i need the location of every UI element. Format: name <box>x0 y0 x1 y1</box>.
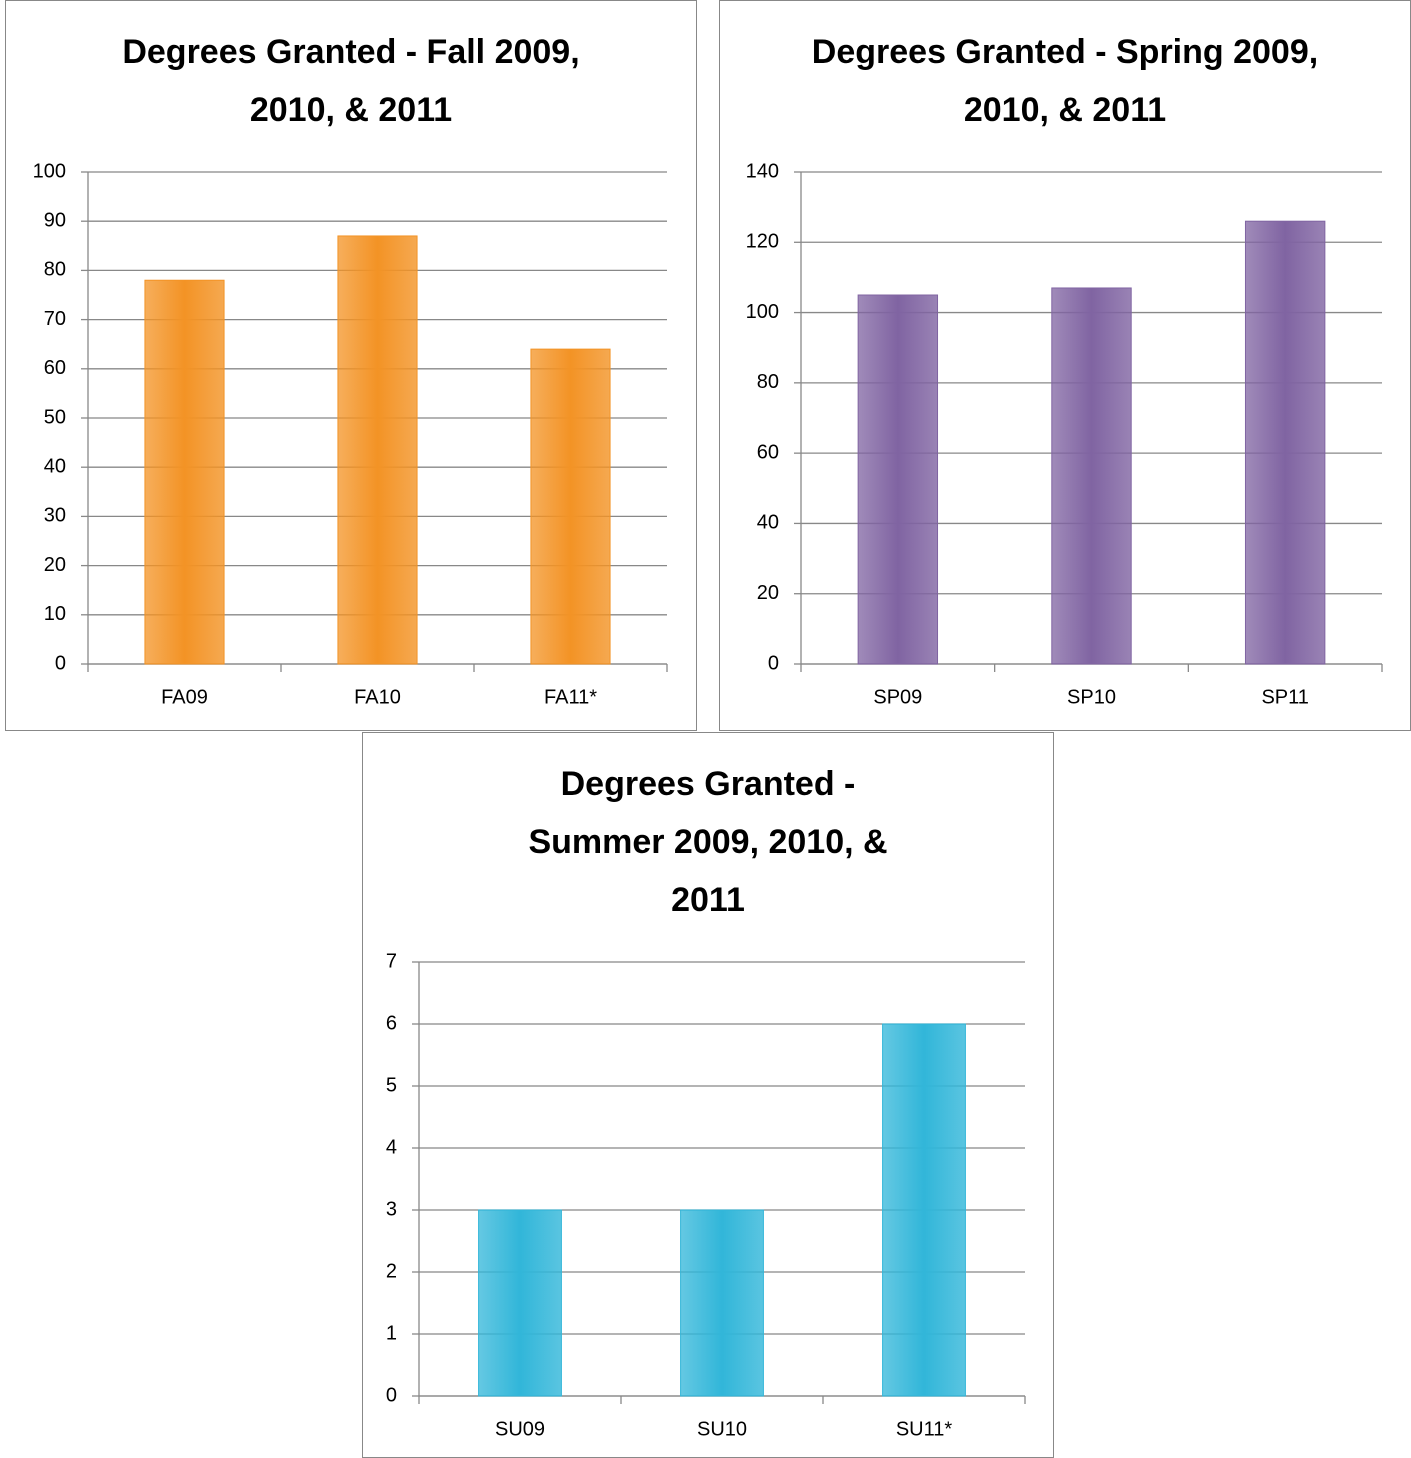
x-tick-label: SU10 <box>697 1418 747 1440</box>
x-tick-label: SU11* <box>896 1418 953 1440</box>
y-tick-label: 140 <box>746 160 779 182</box>
y-tick-label: 10 <box>44 603 66 625</box>
bar <box>680 1209 764 1397</box>
x-tick-label: SP11 <box>1261 686 1308 708</box>
y-tick-label: 30 <box>44 505 66 527</box>
y-tick-label: 6 <box>386 1012 397 1034</box>
y-tick-label: 40 <box>757 512 779 534</box>
chart-panel: Degrees Granted - Fall 2009, 2010, & 201… <box>5 0 697 731</box>
bar <box>1051 287 1132 665</box>
bar <box>857 294 939 665</box>
x-tick-label: FA10 <box>354 686 401 708</box>
y-tick-label: 20 <box>44 554 66 576</box>
y-tick-label: 50 <box>44 406 66 428</box>
chart-title: Degrees Granted - Summer 2009, 2010, & 2… <box>528 765 888 919</box>
x-tick-label: FA09 <box>161 686 208 708</box>
y-tick-label: 0 <box>386 1384 397 1406</box>
bar <box>478 1209 562 1397</box>
y-tick-label: 60 <box>757 441 779 463</box>
bar <box>1244 220 1326 665</box>
y-tick-label: 0 <box>55 652 66 674</box>
y-tick-label: 3 <box>386 1198 397 1220</box>
bar <box>530 348 611 665</box>
chart-title: Degrees Granted - Spring 2009, 2010, & 2… <box>811 33 1319 129</box>
y-tick-label: 7 <box>386 950 397 972</box>
chart-panel: Degrees Granted - Spring 2009, 2010, & 2… <box>719 0 1411 731</box>
y-tick-label: 70 <box>44 308 66 330</box>
bar <box>144 279 225 665</box>
y-tick-label: 80 <box>757 371 779 393</box>
y-tick-label: 1 <box>386 1322 397 1344</box>
y-tick-label: 120 <box>746 231 779 253</box>
chart: 0 10 20 30 40 50 60 70 80 90 100 FA09 FA10 FA11* <box>33 160 668 708</box>
chart-title: Degrees Granted - Fall 2009, 2010, & 201… <box>122 33 580 129</box>
y-tick-label: 0 <box>768 652 779 674</box>
y-tick-label: 40 <box>44 455 66 477</box>
x-tick-label: SP10 <box>1067 686 1116 708</box>
y-tick-label: 100 <box>746 301 779 323</box>
bar <box>882 1023 966 1397</box>
y-tick-label: 20 <box>757 582 779 604</box>
y-tick-label: 100 <box>33 160 66 182</box>
y-tick-label: 4 <box>386 1136 397 1158</box>
chart: 0 20 40 60 80 100 120 140 SP09 SP10 SP11 <box>746 160 1383 708</box>
y-tick-label: 5 <box>386 1074 397 1096</box>
x-tick-label: SP09 <box>873 686 922 708</box>
y-tick-label: 60 <box>44 357 66 379</box>
bar <box>337 235 418 665</box>
x-tick-label: SU09 <box>495 1418 545 1440</box>
chart-panel: Degrees Granted - Summer 2009, 2010, & 2… <box>362 732 1054 1458</box>
y-tick-label: 90 <box>44 209 66 231</box>
y-tick-label: 2 <box>386 1260 397 1282</box>
y-tick-label: 80 <box>44 259 66 281</box>
chart: 0 1 2 3 4 5 6 7 SU09 SU10 SU11* <box>386 950 1026 1440</box>
x-tick-label: FA11* <box>544 686 597 708</box>
